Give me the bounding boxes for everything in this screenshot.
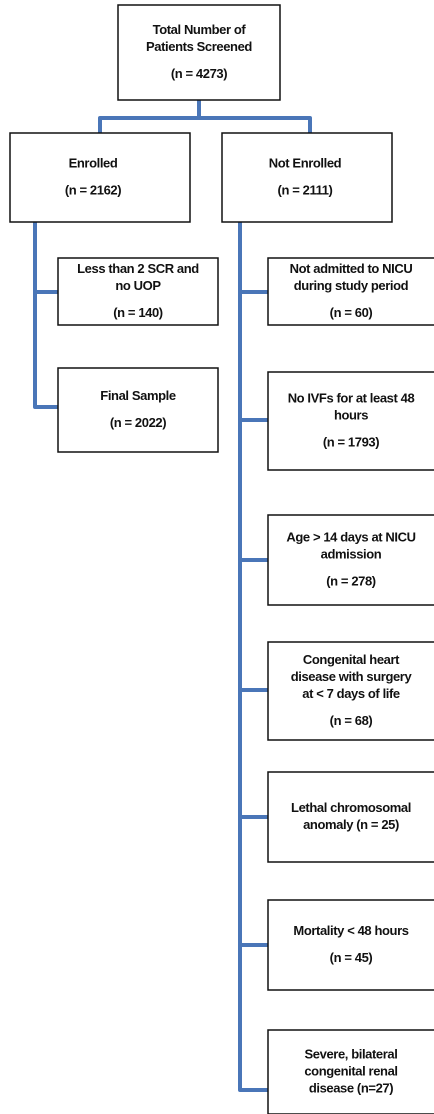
- box-count: (n = 1793): [323, 434, 379, 449]
- box-label: Not admitted to NICU: [290, 261, 413, 276]
- box: [57, 257, 219, 326]
- box-label: Total Number of: [153, 22, 247, 37]
- box: [267, 514, 434, 606]
- box-count: (n = 2162): [65, 182, 121, 197]
- box-label: admission: [321, 546, 382, 561]
- box: [267, 1029, 434, 1114]
- not-enrolled-connector: [238, 222, 268, 1092]
- connectors: [33, 100, 312, 1092]
- box-label: Severe, bilateral: [305, 1046, 398, 1061]
- box-label: anomaly (n = 25): [303, 817, 399, 832]
- box: [267, 371, 434, 471]
- box: [221, 132, 393, 223]
- box-label: disease (n=27): [309, 1080, 393, 1095]
- box-label: hours: [334, 407, 368, 422]
- box-count: (n = 45): [330, 950, 373, 965]
- box-label: Less than 2 SCR and: [77, 261, 199, 276]
- box-label: Enrolled: [69, 155, 118, 170]
- box-label: Not Enrolled: [269, 155, 342, 170]
- box-label: no UOP: [115, 278, 161, 293]
- box-count: (n = 68): [330, 713, 373, 728]
- box-label: during study period: [294, 278, 409, 293]
- box-count: (n = 278): [326, 573, 376, 588]
- box-label: Age > 14 days at NICU: [286, 529, 415, 544]
- box: [57, 367, 219, 453]
- box-label: Patients Screened: [146, 39, 252, 54]
- enrolled-connector: [33, 222, 58, 409]
- box-count: (n = 140): [113, 305, 163, 320]
- box: [117, 4, 281, 101]
- box: [267, 641, 434, 741]
- box: [267, 257, 434, 326]
- box-count: (n = 2111): [278, 182, 333, 197]
- box-label: disease with surgery: [291, 669, 413, 684]
- box: [267, 899, 434, 991]
- box-label: at < 7 days of life: [302, 686, 400, 701]
- box: [9, 132, 191, 223]
- box-label: Congenital heart: [303, 652, 400, 667]
- box-count: (n = 4273): [171, 66, 227, 81]
- box-label: Lethal chromosomal: [291, 800, 411, 815]
- box-label: No IVFs for at least 48: [288, 390, 415, 405]
- box-label: Final Sample: [100, 388, 176, 403]
- boxes: Total Number of Patients Screened (n = 427…: [9, 4, 434, 1114]
- split-connector: [98, 100, 312, 133]
- box-count: (n = 2022): [110, 415, 166, 430]
- box-count: (n = 60): [330, 305, 373, 320]
- box-label: Mortality < 48 hours: [293, 923, 408, 938]
- box: [267, 771, 434, 863]
- box-label: congenital renal: [304, 1063, 397, 1078]
